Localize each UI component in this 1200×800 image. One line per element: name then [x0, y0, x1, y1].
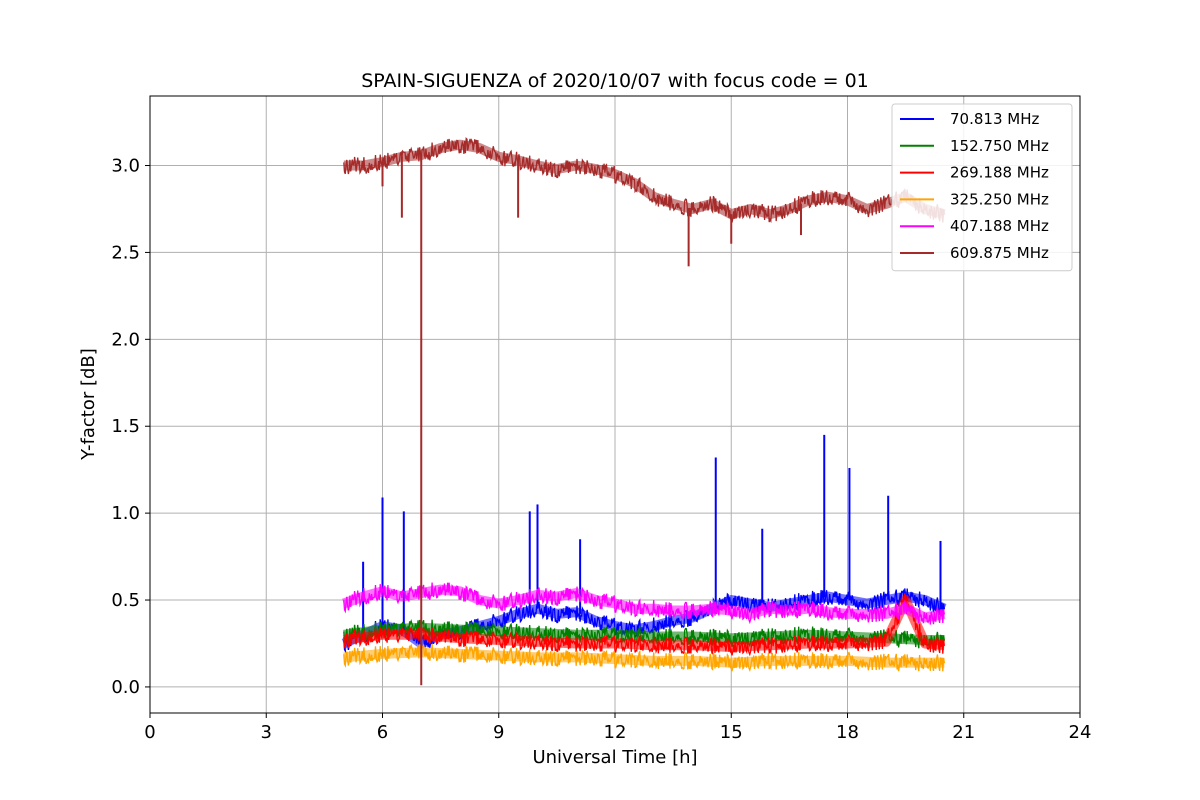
x-axis: 0 3 6 9 12 15 18 21 24 — [144, 713, 1091, 743]
legend: 70.813 MHz 152.750 MHz 269.188 MHz 325.250 … — [891, 103, 1073, 272]
x-tick-label: 9 — [493, 722, 504, 743]
series-269-188-mhz — [343, 593, 946, 657]
x-tick-label: 15 — [720, 722, 743, 743]
legend-box — [891, 103, 1073, 272]
x-tick-label: 21 — [952, 722, 975, 743]
series-407-188-mhz — [342, 582, 946, 625]
x-tick-label: 12 — [604, 722, 627, 743]
y-tick-label: 2.5 — [111, 242, 140, 263]
legend-entry: 70.813 MHz — [950, 110, 1039, 128]
x-tick-label: 24 — [1069, 722, 1092, 743]
y-axis-label: Y-factor [dB] — [78, 348, 99, 461]
y-tick-label: 1.0 — [111, 503, 140, 524]
chart-title: SPAIN-SIGUENZA of 2020/10/07 with focus … — [361, 70, 869, 92]
series-layer — [341, 137, 947, 686]
legend-entry: 609.875 MHz — [950, 244, 1049, 262]
y-tick-label: 0.0 — [111, 677, 140, 698]
y-tick-label: 0.5 — [111, 590, 140, 611]
series-609-875-mhz — [343, 137, 946, 686]
x-axis-label: Universal Time [h] — [532, 747, 697, 768]
x-tick-label: 18 — [836, 722, 859, 743]
series-trace — [343, 582, 946, 625]
y-tick-label: 1.5 — [111, 416, 140, 437]
series-trace — [343, 618, 946, 649]
x-tick-label: 3 — [261, 722, 272, 743]
y-tick-label: 2.0 — [111, 329, 140, 350]
y-tick-label: 3.0 — [111, 156, 140, 177]
legend-entry: 325.250 MHz — [950, 190, 1049, 208]
x-tick-label: 0 — [144, 722, 155, 743]
legend-entry: 152.750 MHz — [950, 137, 1049, 155]
series-trace — [343, 593, 946, 657]
series-trace — [343, 643, 946, 672]
series-152-750-mhz — [343, 618, 946, 649]
legend-entry: 269.188 MHz — [950, 164, 1049, 182]
series-trace — [343, 137, 946, 224]
x-tick-label: 6 — [377, 722, 388, 743]
legend-entry: 407.188 MHz — [950, 217, 1049, 235]
series-325-250-mhz — [343, 643, 946, 672]
y-axis: 0.0 0.5 1.0 1.5 2.0 2.5 3.0 — [111, 156, 150, 698]
